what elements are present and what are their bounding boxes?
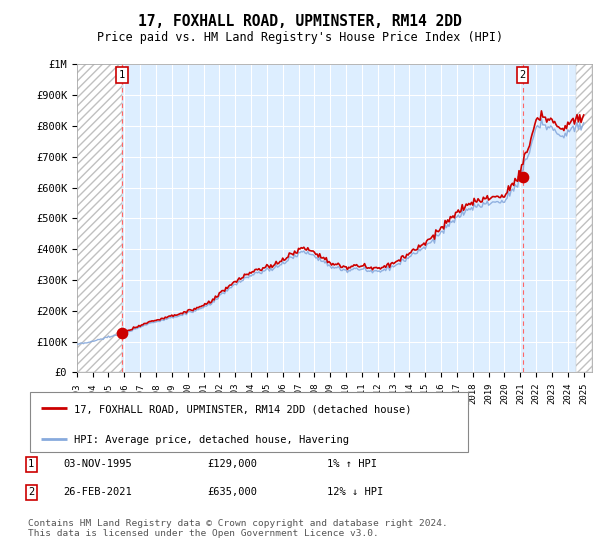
Text: 1% ↑ HPI: 1% ↑ HPI xyxy=(327,459,377,469)
Text: 03-NOV-1995: 03-NOV-1995 xyxy=(63,459,132,469)
Text: Price paid vs. HM Land Registry's House Price Index (HPI): Price paid vs. HM Land Registry's House … xyxy=(97,31,503,44)
Point xyxy=(518,172,527,181)
Text: HPI: Average price, detached house, Havering: HPI: Average price, detached house, Have… xyxy=(74,435,349,445)
Text: 1: 1 xyxy=(28,459,34,469)
Text: 12% ↓ HPI: 12% ↓ HPI xyxy=(327,487,383,497)
Bar xyxy=(576,64,592,372)
Bar xyxy=(576,64,592,372)
Text: 17, FOXHALL ROAD, UPMINSTER, RM14 2DD: 17, FOXHALL ROAD, UPMINSTER, RM14 2DD xyxy=(138,14,462,29)
Text: £129,000: £129,000 xyxy=(207,459,257,469)
Text: 17, FOXHALL ROAD, UPMINSTER, RM14 2DD (detached house): 17, FOXHALL ROAD, UPMINSTER, RM14 2DD (d… xyxy=(74,404,412,414)
Point xyxy=(117,328,127,337)
Bar xyxy=(77,64,122,372)
Text: Contains HM Land Registry data © Crown copyright and database right 2024.
This d: Contains HM Land Registry data © Crown c… xyxy=(28,519,448,538)
FancyBboxPatch shape xyxy=(30,392,468,452)
Text: 1: 1 xyxy=(119,70,125,80)
Text: £635,000: £635,000 xyxy=(207,487,257,497)
Text: 2: 2 xyxy=(520,70,526,80)
Text: 26-FEB-2021: 26-FEB-2021 xyxy=(63,487,132,497)
Bar xyxy=(77,64,122,372)
Text: 2: 2 xyxy=(28,487,34,497)
